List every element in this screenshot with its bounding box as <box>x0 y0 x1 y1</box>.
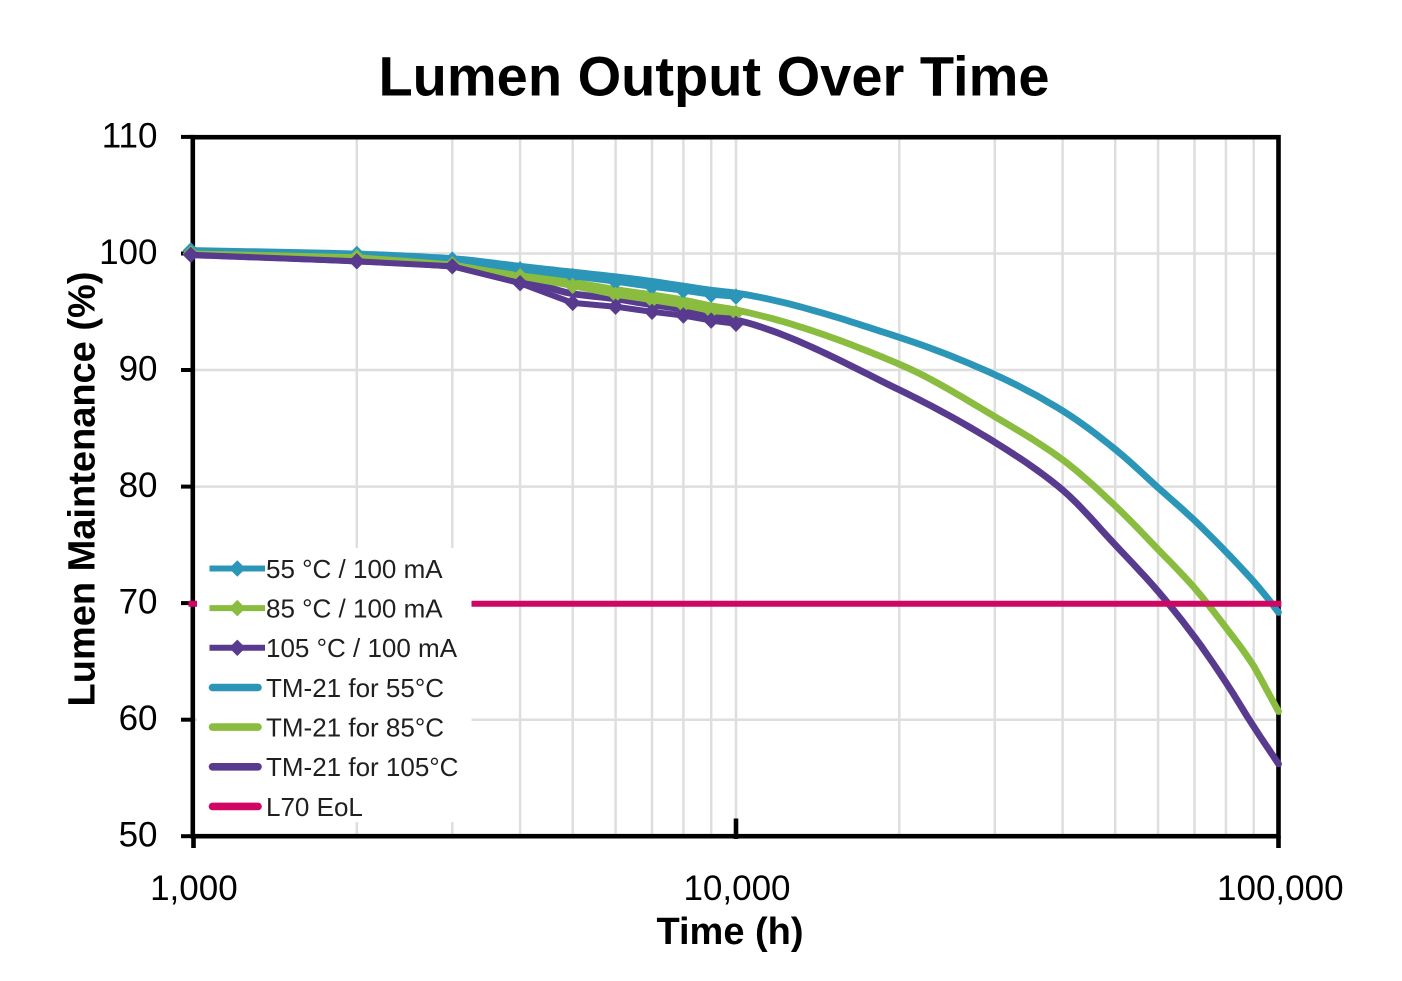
svg-text:60: 60 <box>119 699 158 738</box>
svg-text:110: 110 <box>102 116 158 155</box>
svg-text:90: 90 <box>119 350 158 389</box>
svg-text:Lumen Output Over Time: Lumen Output Over Time <box>378 45 1049 108</box>
svg-text:TM-21 for 105°C: TM-21 for 105°C <box>266 752 458 782</box>
svg-text:10,000: 10,000 <box>683 869 790 908</box>
svg-text:100: 100 <box>99 233 157 272</box>
svg-text:80: 80 <box>119 466 158 505</box>
svg-text:Lumen Maintenance (%): Lumen Maintenance (%) <box>61 272 103 707</box>
svg-text:70: 70 <box>119 583 158 622</box>
svg-text:Time (h): Time (h) <box>656 911 803 953</box>
svg-text:TM-21 for 85°C: TM-21 for 85°C <box>266 713 444 743</box>
svg-text:50: 50 <box>119 816 158 855</box>
svg-text:100,000: 100,000 <box>1217 869 1344 908</box>
svg-text:55 °C / 100 mA: 55 °C / 100 mA <box>266 554 443 584</box>
svg-text:85 °C / 100 mA: 85 °C / 100 mA <box>266 594 443 624</box>
svg-text:1,000: 1,000 <box>150 869 238 908</box>
svg-text:TM-21 for 55°C: TM-21 for 55°C <box>266 673 444 703</box>
svg-text:L70 EoL: L70 EoL <box>266 792 363 822</box>
svg-text:105 °C / 100 mA: 105 °C / 100 mA <box>266 633 458 663</box>
